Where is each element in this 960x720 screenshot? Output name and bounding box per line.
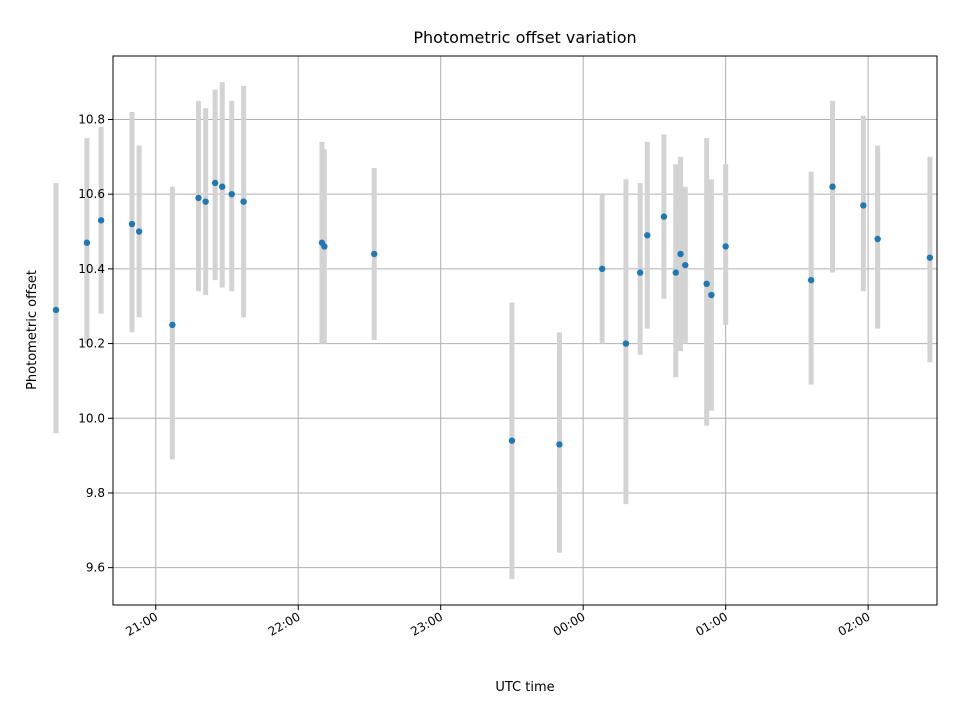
data-point (598, 265, 606, 273)
plot-frame (112, 55, 938, 606)
data-point (829, 183, 836, 190)
y-tick-label: 10.4 (78, 262, 105, 276)
y-tick-label: 9.8 (86, 486, 105, 500)
data-point (722, 243, 729, 250)
x-tick-label: 21:00 (123, 609, 160, 638)
data-point (195, 194, 202, 202)
chart-title: Photometric offset variation (413, 28, 636, 47)
data-point (52, 306, 60, 314)
y-axis: 9.6 9.8 10.0 10.2 10.4 10.6 10.8 (78, 112, 113, 575)
data-point (636, 269, 644, 276)
y-tick-label: 10.8 (78, 112, 105, 126)
error-bars (53, 82, 933, 579)
grid-lines (113, 56, 937, 605)
x-tick-label: 22:00 (266, 609, 303, 638)
x-tick-label: 23:00 (408, 609, 445, 638)
data-point (644, 232, 651, 239)
data-point (508, 437, 516, 444)
data-point (321, 243, 328, 250)
data-point (97, 217, 105, 224)
data-point (860, 202, 867, 209)
data-point (622, 340, 630, 347)
data-point (83, 239, 91, 246)
data-point (660, 213, 668, 220)
data-points (52, 179, 934, 448)
y-tick-label: 10.6 (78, 187, 105, 201)
data-point (807, 276, 815, 284)
data-point (202, 198, 209, 205)
x-axis-label: UTC time (495, 680, 554, 695)
x-tick-label: 01:00 (693, 609, 730, 638)
data-point (708, 291, 715, 299)
y-tick-label: 10.0 (78, 411, 105, 425)
data-point (169, 321, 176, 329)
data-point (672, 269, 679, 276)
y-tick-label: 9.6 (86, 561, 105, 575)
data-point (128, 220, 136, 228)
x-tick-label: 02:00 (836, 609, 873, 638)
data-point (874, 235, 881, 243)
data-point (135, 228, 143, 235)
data-point (211, 179, 219, 187)
data-point (228, 190, 235, 198)
data-point (677, 250, 684, 258)
data-point (682, 261, 689, 269)
x-tick-label: 00:00 (551, 609, 588, 638)
data-point (240, 198, 247, 205)
y-tick-label: 10.2 (78, 337, 105, 351)
data-point (219, 183, 226, 190)
y-axis-label: Photometric offset (25, 270, 40, 390)
x-axis: 21:00 22:00 23:00 00:00 01:00 02:00 (123, 605, 873, 639)
data-point (703, 280, 710, 288)
data-point (926, 254, 934, 261)
data-point (556, 441, 563, 448)
data-point (371, 250, 378, 258)
